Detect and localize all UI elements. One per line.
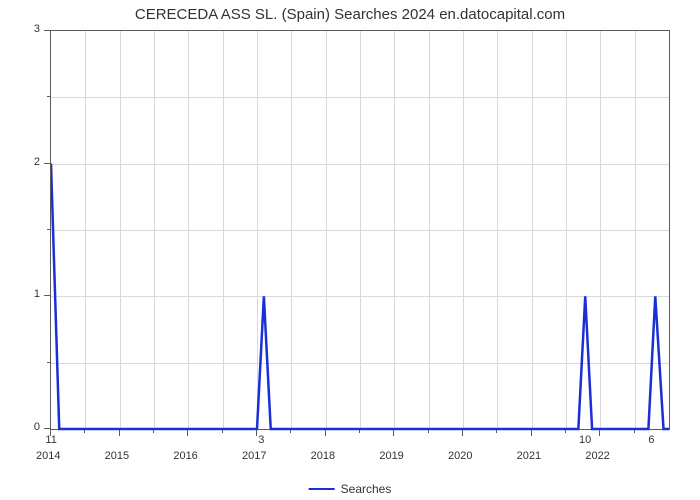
plot-area <box>50 30 670 430</box>
secondary-value-label: 11 <box>45 434 56 446</box>
x-axis-label: 2018 <box>311 450 335 462</box>
x-axis-label: 2017 <box>242 450 266 462</box>
x-axis-label: 2022 <box>585 450 609 462</box>
chart-container: { "chart": { "type": "line", "title": "C… <box>0 0 700 500</box>
x-tick-minor <box>428 430 429 433</box>
x-tick <box>119 430 120 436</box>
y-axis-label: 2 <box>0 156 40 168</box>
y-tick-minor <box>47 362 50 363</box>
chart-title: CERECEDA ASS SL. (Spain) Searches 2024 e… <box>0 6 700 23</box>
legend-swatch <box>309 488 335 490</box>
x-tick <box>256 430 257 436</box>
x-axis-label: 2021 <box>517 450 541 462</box>
y-tick <box>44 30 50 31</box>
y-tick <box>44 295 50 296</box>
x-tick-minor <box>222 430 223 433</box>
x-tick-minor <box>153 430 154 433</box>
x-tick <box>599 430 600 436</box>
secondary-value-label: 3 <box>258 434 264 446</box>
legend: Searches <box>309 482 392 496</box>
y-tick <box>44 428 50 429</box>
x-tick-minor <box>634 430 635 433</box>
y-tick-minor <box>47 229 50 230</box>
x-axis-label: 2014 <box>36 450 60 462</box>
y-axis-label: 0 <box>0 421 40 433</box>
x-axis-label: 2015 <box>105 450 129 462</box>
x-tick <box>325 430 326 436</box>
secondary-value-label: 10 <box>579 434 591 446</box>
x-axis-label: 2019 <box>379 450 403 462</box>
x-tick-minor <box>290 430 291 433</box>
x-axis-label: 2016 <box>173 450 197 462</box>
x-tick-minor <box>359 430 360 433</box>
x-tick-minor <box>565 430 566 433</box>
series-line <box>51 31 671 431</box>
y-axis-label: 3 <box>0 23 40 35</box>
y-tick-minor <box>47 96 50 97</box>
x-tick <box>393 430 394 436</box>
x-tick <box>462 430 463 436</box>
x-tick <box>531 430 532 436</box>
x-axis-label: 2020 <box>448 450 472 462</box>
legend-label: Searches <box>341 482 392 496</box>
x-tick-minor <box>496 430 497 433</box>
x-tick-minor <box>84 430 85 433</box>
secondary-value-label: 6 <box>648 434 654 446</box>
y-axis-label: 1 <box>0 288 40 300</box>
x-tick <box>187 430 188 436</box>
y-tick <box>44 163 50 164</box>
